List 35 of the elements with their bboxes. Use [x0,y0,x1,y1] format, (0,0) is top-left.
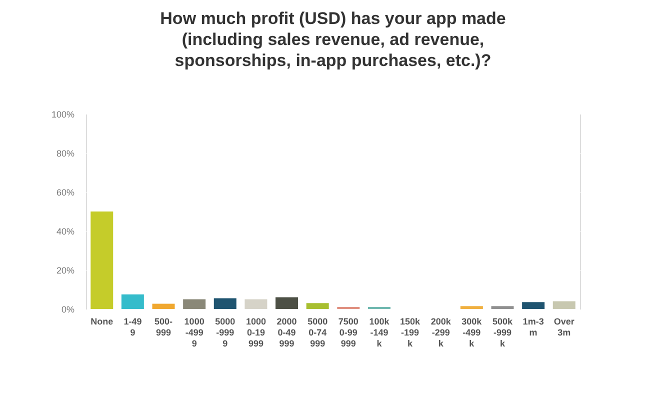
bar [152,304,175,309]
y-tick-label: 80% [56,148,74,158]
x-tick-label: 300k-499k [462,316,483,348]
x-tick-label: 500k-999k [492,316,514,348]
bar [214,298,236,309]
y-tick-label: 40% [56,226,74,236]
x-tick-label: 500-999 [154,316,173,338]
x-tick-label: 50000-74999 [308,316,328,348]
bar [552,301,576,309]
bar [90,212,114,309]
x-tick-label: 1-499 [124,316,142,338]
bar [491,306,514,309]
bar [460,306,483,309]
x-tick-label: 5000-9999 [215,316,236,348]
y-tick-label: 20% [56,266,74,276]
x-tick-label: 1000-4999 [184,316,204,348]
x-tick-label: 10000-19999 [246,316,266,348]
bar [183,299,206,309]
bar [121,294,144,309]
x-tick-label: 150k-199k [400,316,422,348]
bar [306,303,329,309]
y-tick-label: 60% [56,188,74,198]
y-tick-label: 100% [51,110,74,120]
bar [244,299,268,309]
x-tick-label: 200k-299k [430,316,452,348]
bar [276,297,298,309]
bar [522,302,545,309]
x-tick-label: 75000-99999 [338,316,358,348]
x-tick-label: 20000-49999 [276,316,297,348]
chart-title: How much profit (USD) has your app made (including sales revenue, ad revenue, sponsorships, in-app purchases, etc.)? [160,9,506,70]
x-tick-label: 100k-149k [369,316,390,348]
x-tick-label: None [90,316,114,326]
y-tick-label: 0% [61,304,74,314]
x-tick-label: 1m-3m [522,316,544,338]
x-tick-label: Over 3m [554,316,575,338]
